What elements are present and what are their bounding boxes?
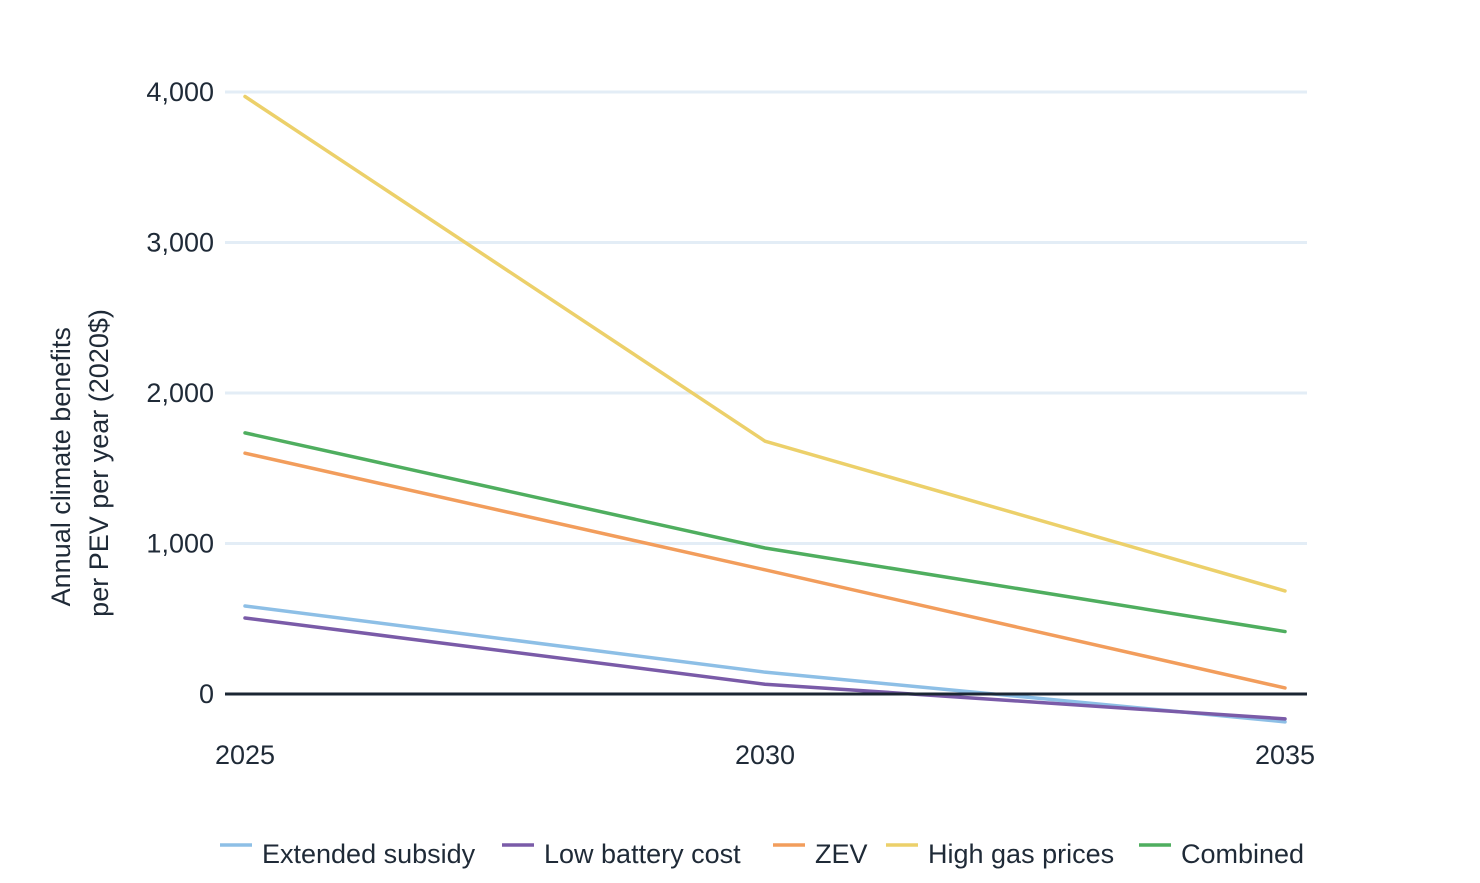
legend-label: Extended subsidy: [262, 839, 476, 869]
legend-label: High gas prices: [928, 839, 1114, 869]
series-line-low-battery-cost: [243, 616, 1287, 721]
y-axis-title-line-1: Annual climate benefits: [46, 327, 76, 606]
y-axis-ticks: 0 1,000 2,000 3,000 4,000: [146, 77, 214, 709]
series-line-high-gas-prices: [243, 94, 1287, 593]
x-tick-label: 2025: [215, 740, 275, 770]
y-axis-title: Annual climate benefits per PEV per year…: [46, 309, 114, 617]
legend-label: Low battery cost: [544, 839, 741, 869]
legend-label: ZEV: [815, 839, 868, 869]
gridlines: [225, 90, 1307, 545]
x-axis-ticks: 2025 2030 2035: [215, 740, 1315, 770]
y-axis-title-line-2: per PEV per year (2020$): [84, 309, 114, 617]
series-lines: [243, 94, 1287, 724]
y-tick-label: 1,000: [146, 529, 214, 559]
legend: Extended subsidy Low battery cost ZEV High …: [220, 839, 1304, 869]
y-tick-label: 4,000: [146, 77, 214, 107]
x-tick-label: 2030: [735, 740, 795, 770]
x-tick-label: 2035: [1255, 740, 1315, 770]
series-line-combined: [243, 431, 1287, 634]
series-line-zev: [243, 451, 1287, 690]
series-line-extended-subsidy: [243, 604, 1287, 724]
y-tick-label: 2,000: [146, 378, 214, 408]
y-tick-label: 0: [199, 679, 214, 709]
legend-label: Combined: [1181, 839, 1304, 869]
y-tick-label: 3,000: [146, 228, 214, 258]
